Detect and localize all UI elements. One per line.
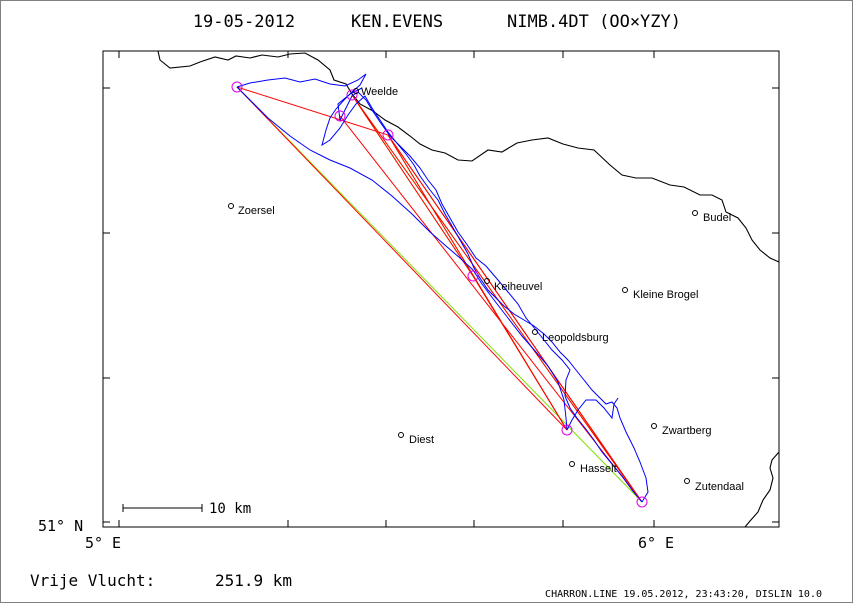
- header-glider: NIMB.4DT (OO×YZY): [507, 12, 681, 32]
- task-line-2: [339, 115, 643, 503]
- place-budel: Budel: [692, 210, 731, 224]
- turnpoints: [231, 81, 648, 508]
- place-zoersel: Zoersel: [228, 203, 275, 217]
- scale-bar: 10 km: [122, 501, 251, 517]
- place-weelde: Weelde: [353, 86, 398, 98]
- svg-text:Keiheuvel: Keiheuvel: [494, 281, 542, 293]
- turnpoint-hasselt-north: [561, 424, 573, 436]
- result-value: 251.9 km: [215, 571, 292, 590]
- svg-text:Diest: Diest: [409, 434, 434, 446]
- turnpoint-start: [231, 81, 243, 93]
- gps-track-return: [337, 87, 643, 503]
- svg-text:Kleine Brogel: Kleine Brogel: [633, 289, 698, 301]
- place-kleine-brogel: Kleine Brogel: [622, 287, 698, 301]
- svg-text:Zoersel: Zoersel: [238, 205, 275, 217]
- gps-track-leg4: [566, 397, 619, 431]
- lat-label: 51° N: [38, 517, 83, 535]
- scale-bar-label: 10 km: [209, 501, 251, 517]
- turnpoint-2: [334, 110, 346, 122]
- gps-track-leg3: [236, 86, 568, 431]
- place-zwartberg: Zwartberg: [651, 423, 712, 437]
- turnpoint-3: [382, 129, 394, 141]
- svg-text:Budel: Budel: [703, 212, 731, 224]
- turnpoint-keiheuvel: [467, 270, 479, 282]
- svg-text:Leopoldsburg: Leopoldsburg: [542, 332, 609, 344]
- place-leopoldsburg: Leopoldsburg: [532, 329, 609, 344]
- header-pilot: KEN.EVENS: [351, 12, 443, 32]
- lon-left-label: 5° E: [85, 534, 121, 552]
- place-diest: Diest: [398, 432, 434, 446]
- country-border: [157, 50, 780, 263]
- svg-text:Zwartberg: Zwartberg: [662, 425, 712, 437]
- turnpoint-weelde: [346, 89, 358, 101]
- svg-text:Weelde: Weelde: [361, 86, 398, 98]
- svg-text:Hasselt: Hasselt: [580, 463, 617, 475]
- place-keiheuvel: Keiheuvel: [484, 278, 542, 293]
- country-border-east: [744, 451, 780, 528]
- credit-line: CHARRON.LINE 19.05.2012, 23:43:20, DISLI…: [545, 589, 822, 600]
- gps-track: [236, 73, 649, 503]
- place-zutendaal: Zutendaal: [684, 478, 744, 493]
- header-date: 19-05-2012: [193, 12, 295, 32]
- svg-text:Zutendaal: Zutendaal: [695, 481, 744, 493]
- axis-ticks: [103, 51, 779, 527]
- plot-frame: [102, 50, 780, 528]
- map-plot: Weelde Zoersel Budel Keiheuvel Kleine Br…: [102, 50, 780, 528]
- turnpoint-finish: [636, 496, 648, 508]
- lon-right-label: 6° E: [638, 534, 674, 552]
- result-label: Vrije Vlucht:: [30, 571, 155, 590]
- place-hasselt: Hasselt: [569, 461, 617, 475]
- places: Weelde Zoersel Budel Keiheuvel Kleine Br…: [228, 86, 744, 493]
